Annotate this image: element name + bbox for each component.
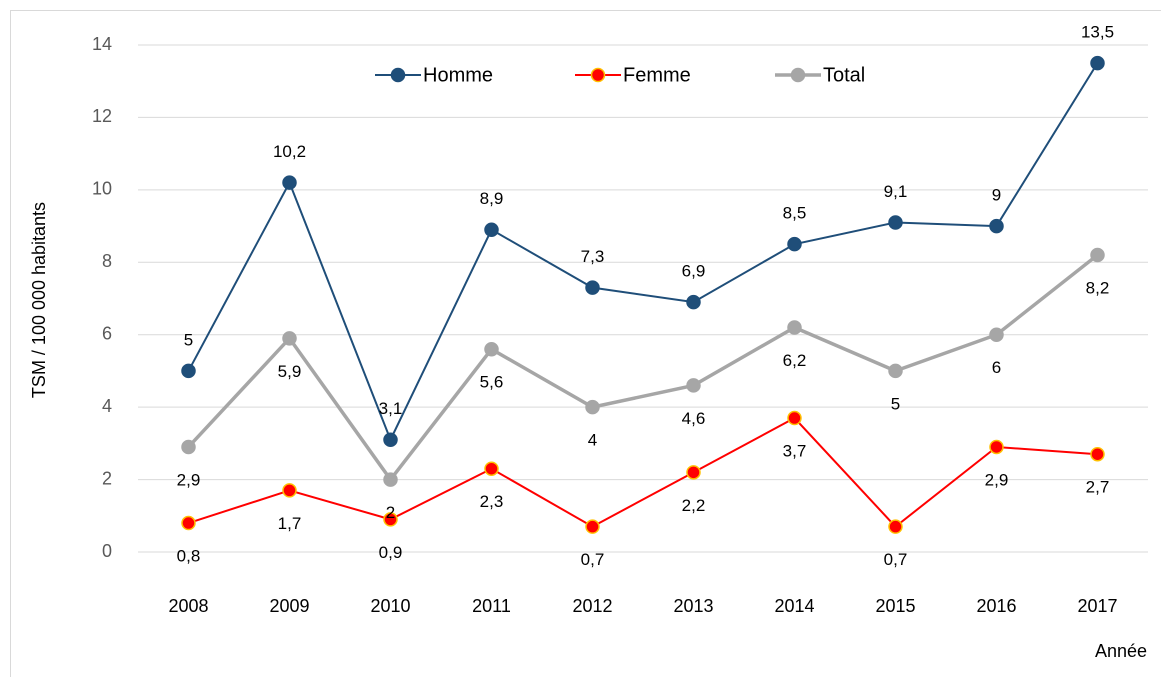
point (484, 222, 499, 237)
y-axis-label: TSM / 100 000 habitants (29, 202, 49, 398)
y-tick-label: 2 (102, 468, 112, 488)
point (484, 461, 499, 476)
data-label: 6 (992, 358, 1001, 377)
point (484, 341, 499, 357)
point (585, 280, 600, 295)
y-tick-label: 14 (92, 34, 112, 54)
point (989, 327, 1004, 342)
y-tick-label: 6 (102, 323, 112, 343)
data-label: 2,9 (177, 470, 201, 489)
point (888, 215, 903, 230)
point (383, 432, 398, 447)
data-label: 4 (588, 431, 597, 450)
data-label: 5 (184, 330, 193, 349)
y-tick-label: 8 (102, 251, 112, 271)
point (181, 363, 196, 379)
point (686, 294, 701, 310)
data-label: 3,1 (379, 399, 403, 418)
point (989, 218, 1004, 234)
data-label: 5,6 (480, 373, 504, 392)
point (282, 331, 297, 346)
point (686, 378, 701, 393)
data-label: 8,5 (783, 204, 807, 223)
data-label: 0,7 (884, 550, 908, 569)
x-tick-label: 2012 (572, 596, 612, 616)
y-tick-label: 12 (92, 106, 112, 126)
data-label: 2,3 (480, 492, 504, 511)
x-tick-label: 2010 (370, 596, 410, 616)
x-tick-label: 2016 (976, 596, 1016, 616)
x-tick-label: 2009 (269, 596, 309, 616)
point (585, 399, 600, 415)
point (1090, 247, 1105, 263)
x-tick-label: 2008 (168, 596, 208, 616)
point (686, 465, 701, 480)
legend-marker (390, 67, 406, 83)
point (888, 519, 903, 534)
point (989, 439, 1004, 455)
point (282, 483, 297, 498)
x-tick-label: 2015 (875, 596, 915, 616)
point (383, 512, 398, 527)
y-tick-label: 4 (102, 396, 112, 416)
data-label: 1,7 (278, 514, 302, 533)
data-label: 13,5 (1081, 23, 1114, 42)
data-label: 5 (891, 394, 900, 413)
data-label: 10,2 (273, 142, 306, 161)
data-label: 0,7 (581, 550, 605, 569)
series-line (187, 62, 1099, 443)
y-tick-label: 0 (102, 541, 112, 561)
chart-frame (10, 10, 1161, 677)
data-label: 8,2 (1086, 279, 1110, 298)
x-axis-label: Année (1095, 641, 1147, 661)
series-line (188, 416, 1098, 529)
point (282, 175, 297, 190)
data-label: 8,9 (480, 189, 504, 208)
data-label: 6,2 (783, 351, 807, 370)
legend-label: Homme (423, 64, 493, 86)
legend-marker (790, 67, 806, 83)
data-label: 9 (992, 186, 1001, 205)
data-label: 0,9 (379, 543, 403, 562)
x-tick-label: 2013 (673, 596, 713, 616)
point (787, 320, 802, 335)
data-label: 2,2 (682, 496, 706, 515)
series-line (187, 253, 1099, 483)
x-tick-label: 2014 (774, 596, 814, 616)
data-label: 5,9 (278, 362, 302, 381)
point (787, 410, 802, 426)
point (787, 236, 802, 252)
data-label: 6,9 (682, 262, 706, 281)
point (181, 515, 196, 531)
data-label: 2,9 (985, 470, 1009, 489)
point (1090, 55, 1105, 71)
x-tick-label: 2011 (472, 596, 511, 616)
legend-label: Total (823, 64, 865, 86)
data-label: 7,3 (581, 247, 605, 266)
data-label: 4,6 (682, 409, 706, 428)
point (585, 519, 600, 534)
legend-marker (590, 67, 606, 83)
point (1090, 446, 1105, 462)
data-label: 2 (386, 503, 395, 522)
data-label: 9,1 (884, 182, 908, 201)
data-label: 2,7 (1086, 478, 1110, 497)
y-tick-label: 10 (92, 179, 112, 199)
x-tick-label: 2017 (1077, 596, 1117, 616)
point (181, 439, 196, 455)
data-label: 0,8 (177, 547, 201, 566)
point (383, 472, 398, 487)
data-label: 3,7 (783, 441, 807, 460)
point (888, 363, 903, 379)
legend-label: Femme (623, 64, 691, 86)
